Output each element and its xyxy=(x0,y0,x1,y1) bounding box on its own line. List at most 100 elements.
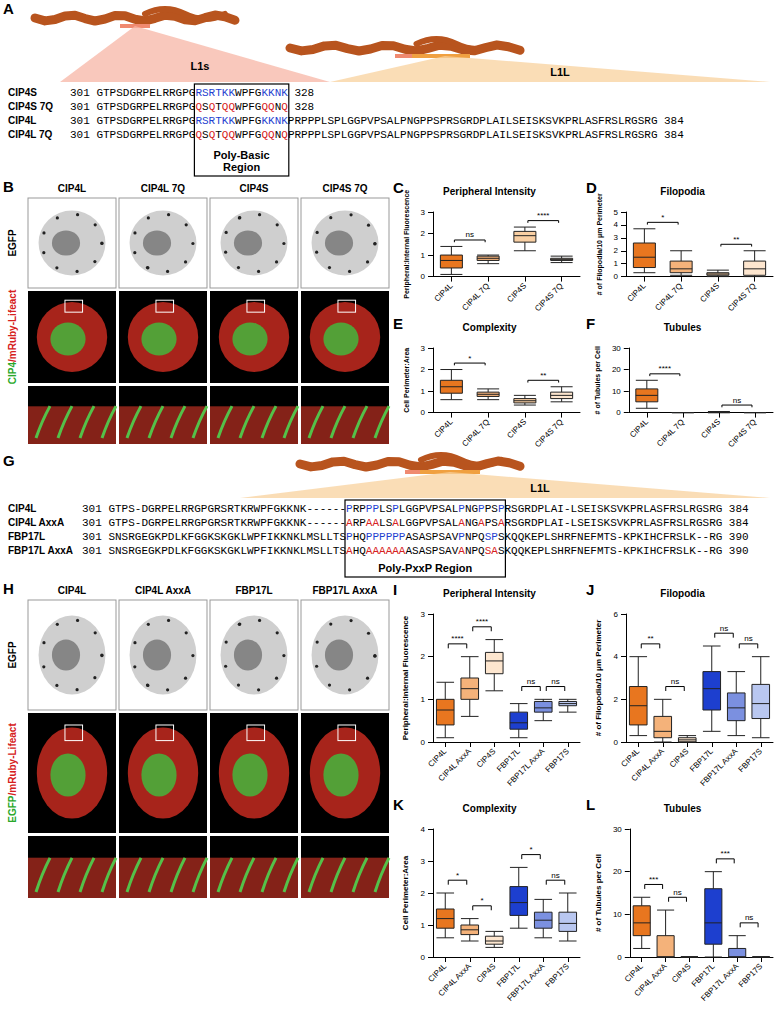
svg-text:CIP4S: CIP4S xyxy=(505,281,528,304)
svg-text:0: 0 xyxy=(614,738,619,747)
svg-text:2: 2 xyxy=(421,652,426,661)
svg-text:CIP4S: CIP4S xyxy=(240,183,269,194)
svg-text:**: ** xyxy=(733,235,739,244)
svg-text:390: 390 xyxy=(729,545,749,557)
svg-text:CIP4L: CIP4L xyxy=(619,746,641,768)
svg-text:CIP4L 7Q: CIP4L 7Q xyxy=(460,281,491,312)
svg-text:CIP4L AxxA: CIP4L AxxA xyxy=(8,517,64,528)
svg-text:GTPSDGRPELRRGPGRSRTKKWPFGKKNK: GTPSDGRPELRRGPGRSRTKKWPFGKKNK xyxy=(96,87,288,99)
svg-text:CIP4L: CIP4L xyxy=(625,281,647,303)
svg-text:CIP4S: CIP4S xyxy=(668,747,691,770)
svg-text:0: 0 xyxy=(614,272,619,281)
svg-text:GTPSDGRPELRRGPGRSRTKKWPFGKKNKP: GTPSDGRPELRRGPGRSRTKKWPFGKKNKPRPPPLSPLGG… xyxy=(96,115,657,127)
svg-text:CIP4S 7Q: CIP4S 7Q xyxy=(726,281,758,313)
svg-text:Tubules: Tubules xyxy=(664,322,702,333)
svg-text:ns: ns xyxy=(551,871,559,880)
svg-text:CIP4S: CIP4S xyxy=(670,962,693,985)
svg-text:384: 384 xyxy=(664,115,684,127)
svg-text:FBP17S: FBP17S xyxy=(737,962,764,989)
svg-text:328: 328 xyxy=(294,101,314,113)
svg-text:ns: ns xyxy=(673,888,681,897)
svg-text:Complexity: Complexity xyxy=(463,803,517,814)
svg-text:0: 0 xyxy=(421,272,426,281)
svg-text:FBP17S: FBP17S xyxy=(737,747,764,774)
svg-text:SNSRGEGKPDLKFGGKSKGKLWPFIKKNKL: SNSRGEGKPDLKFGGKSKGKLWPFIKKNKLMSLLTSPHQP… xyxy=(108,531,722,543)
svg-text:A: A xyxy=(3,0,14,17)
svg-text:1: 1 xyxy=(421,695,426,704)
svg-text:5: 5 xyxy=(614,208,619,217)
svg-text:EGFP: EGFP xyxy=(7,229,18,257)
svg-text:# of Tubules per Cell: # of Tubules per Cell xyxy=(594,346,602,414)
svg-text:301: 301 xyxy=(70,115,90,127)
svg-text:CIP4L: CIP4L xyxy=(58,585,86,596)
svg-text:20: 20 xyxy=(612,365,621,374)
svg-text:301: 301 xyxy=(82,517,102,529)
svg-text:***: *** xyxy=(721,849,730,858)
svg-text:3: 3 xyxy=(421,208,426,217)
svg-text:Peripheral:Internal Fluorescen: Peripheral:Internal Fluorescence xyxy=(401,615,410,740)
svg-text:2: 2 xyxy=(421,365,426,374)
svg-text:Cell Perimeter:Area: Cell Perimeter:Area xyxy=(403,348,410,413)
svg-text:ns: ns xyxy=(744,634,752,643)
svg-text:Peripheral Intensity: Peripheral Intensity xyxy=(443,186,536,197)
svg-text:CIP4S 7Q: CIP4S 7Q xyxy=(533,281,565,313)
svg-text:Filopodia: Filopodia xyxy=(660,588,705,599)
svg-text:CIP4L: CIP4L xyxy=(426,961,448,983)
svg-text:EGFP/mRuby-Lifeact: EGFP/mRuby-Lifeact xyxy=(7,723,18,823)
svg-text:3: 3 xyxy=(421,610,426,619)
svg-text:4: 4 xyxy=(421,825,426,834)
svg-text:2: 2 xyxy=(614,246,619,255)
svg-text:CIP4L AxxA: CIP4L AxxA xyxy=(632,961,669,998)
svg-text:***: *** xyxy=(649,875,658,884)
svg-text:CIP4S: CIP4S xyxy=(475,962,498,985)
svg-text:Filopodia: Filopodia xyxy=(660,186,705,197)
svg-text:CIP4S: CIP4S xyxy=(475,747,498,770)
svg-text:B: B xyxy=(3,178,14,195)
svg-text:301: 301 xyxy=(82,503,102,515)
svg-text:6: 6 xyxy=(614,610,619,619)
svg-text:****: **** xyxy=(451,634,463,643)
svg-text:CIP4S: CIP4S xyxy=(505,417,528,440)
svg-text:10: 10 xyxy=(612,387,621,396)
svg-text:CIP4L: CIP4L xyxy=(432,417,454,439)
svg-text:CIP4S 7Q: CIP4S 7Q xyxy=(322,183,367,194)
svg-text:ns: ns xyxy=(745,913,753,922)
svg-text:CIP4L 7Q: CIP4L 7Q xyxy=(460,417,491,448)
svg-text:CIP4L: CIP4L xyxy=(8,115,36,126)
svg-text:30: 30 xyxy=(613,825,622,834)
svg-text:FBP17L AxxA: FBP17L AxxA xyxy=(8,545,73,556)
svg-text:384: 384 xyxy=(729,503,749,515)
svg-text:*: * xyxy=(456,871,459,880)
svg-text:F: F xyxy=(586,315,595,332)
svg-text:GTPSDGRPELRRGPGQSQTQQWPFGQQNQP: GTPSDGRPELRRGPGQSQTQQWPFGQQNQPRPPPLSPLGG… xyxy=(96,129,657,141)
svg-text:ns: ns xyxy=(527,677,535,686)
svg-text:CIP4S: CIP4S xyxy=(698,281,721,304)
svg-text:301: 301 xyxy=(70,101,90,113)
svg-text:I: I xyxy=(393,581,397,598)
svg-text:FBP17S: FBP17S xyxy=(544,962,571,989)
svg-text:CIP4L: CIP4L xyxy=(623,961,645,983)
svg-text:L: L xyxy=(586,796,595,813)
svg-text:H: H xyxy=(3,580,14,597)
svg-text:CIP4L AxxA: CIP4L AxxA xyxy=(437,746,474,783)
svg-text:L1L: L1L xyxy=(550,66,570,78)
svg-text:FBP17L AxxA: FBP17L AxxA xyxy=(505,961,546,1002)
svg-text:Peripheral Intensity: Peripheral Intensity xyxy=(443,588,536,599)
svg-text:FBP17L: FBP17L xyxy=(8,531,45,542)
svg-text:301: 301 xyxy=(70,129,90,141)
svg-text:CIP4S: CIP4S xyxy=(8,87,37,98)
svg-text:*: * xyxy=(480,896,483,905)
svg-text:FBP17S: FBP17S xyxy=(544,747,571,774)
svg-text:CIP4L: CIP4L xyxy=(628,417,650,439)
svg-text:FBP17L: FBP17L xyxy=(235,585,272,596)
svg-text:CIP4L 7Q: CIP4L 7Q xyxy=(655,417,686,448)
svg-text:FBP17L AxxA: FBP17L AxxA xyxy=(505,746,546,787)
svg-text:Tubules: Tubules xyxy=(664,803,702,814)
svg-text:CIP4L 7Q: CIP4L 7Q xyxy=(141,183,185,194)
svg-text:GTPS-DGRPELRRGPGRSRTKRWPFGKKNK: GTPS-DGRPELRRGPGRSRTKRWPFGKKNK------ARPA… xyxy=(108,517,722,529)
svg-text:CIP4S: CIP4S xyxy=(699,417,722,440)
svg-text:0: 0 xyxy=(421,738,426,747)
svg-text:# of Filopodia/10 μm Perimeter: # of Filopodia/10 μm Perimeter xyxy=(594,620,603,736)
svg-text:3: 3 xyxy=(421,857,426,866)
svg-text:****: **** xyxy=(537,211,549,220)
